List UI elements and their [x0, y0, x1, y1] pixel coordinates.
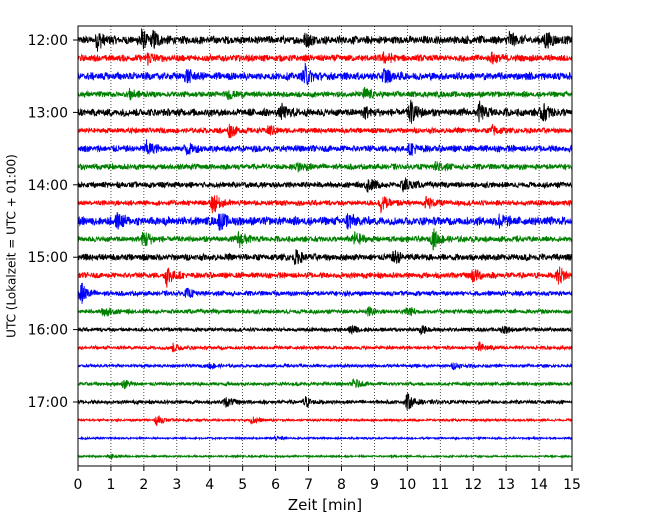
trace-row-17:00	[77, 392, 573, 411]
trace-row-17:15	[77, 415, 573, 426]
y-tick-label-16:00: 16:00	[28, 323, 68, 339]
y-tick-label-13:00: 13:00	[28, 105, 68, 121]
x-tick-label-8: 8	[337, 477, 346, 493]
x-tick-label-9: 9	[370, 477, 379, 493]
y-axis-label: UTC (Lokalzeit = UTC + 01:00)	[5, 154, 19, 338]
y-tick-label-14:00: 14:00	[28, 178, 68, 194]
trace-row-13:30	[77, 139, 573, 156]
trace-row-15:15	[77, 266, 573, 288]
x-tick-label-0: 0	[74, 477, 83, 493]
x-tick-label-13: 13	[497, 477, 515, 493]
trace-row-16:15	[77, 341, 573, 353]
x-tick-label-3: 3	[172, 477, 181, 493]
y-tick-label-15:00: 15:00	[28, 250, 68, 266]
x-axis-label: Zeit [min]	[288, 496, 362, 514]
y-tick-label-12:00: 12:00	[28, 33, 68, 49]
trace-row-16:30	[77, 362, 573, 371]
trace-row-12:45	[77, 86, 573, 101]
x-tick-label-2: 2	[139, 477, 148, 493]
x-tick-label-15: 15	[563, 477, 581, 493]
trace-row-15:00	[77, 249, 573, 265]
x-tick-label-11: 11	[431, 477, 449, 493]
trace-row-14:45	[77, 228, 573, 251]
trace-row-13:45	[77, 160, 573, 173]
x-tick-label-5: 5	[238, 477, 247, 493]
trace-row-17:30	[77, 434, 573, 442]
plot-frame	[77, 25, 573, 467]
trace-row-15:30	[77, 282, 573, 304]
tick-group: 0 1 2 3 4 5 6 7 8 9 10 11 12 13 14 1512:0013:0014:0015:…	[28, 33, 581, 493]
y-tick-label-17:00: 17:00	[28, 395, 68, 411]
x-tick-label-1: 1	[106, 477, 115, 493]
plot-area	[78, 26, 572, 466]
x-tick-label-10: 10	[398, 477, 416, 493]
trace-row-13:15	[77, 123, 573, 139]
trace-row-13:00	[77, 99, 573, 124]
trace-row-17:45	[77, 453, 573, 461]
x-tick-label-4: 4	[205, 477, 214, 493]
x-tick-label-6: 6	[271, 477, 280, 493]
trace-row-14:30	[77, 212, 573, 231]
trace-row-14:15	[77, 195, 573, 214]
trace-group	[77, 27, 573, 461]
trace-row-12:15	[77, 51, 573, 66]
trace-row-12:30	[77, 62, 573, 86]
trace-row-14:00	[77, 177, 573, 193]
x-tick-label-12: 12	[464, 477, 482, 493]
x-tick-label-7: 7	[304, 477, 313, 493]
trace-row-12:00	[77, 27, 573, 52]
x-tick-label-14: 14	[530, 477, 548, 493]
trace-row-15:45	[77, 306, 573, 318]
trace-row-16:45	[77, 378, 573, 390]
grid-lines	[110, 26, 540, 466]
trace-row-16:00	[77, 324, 573, 336]
